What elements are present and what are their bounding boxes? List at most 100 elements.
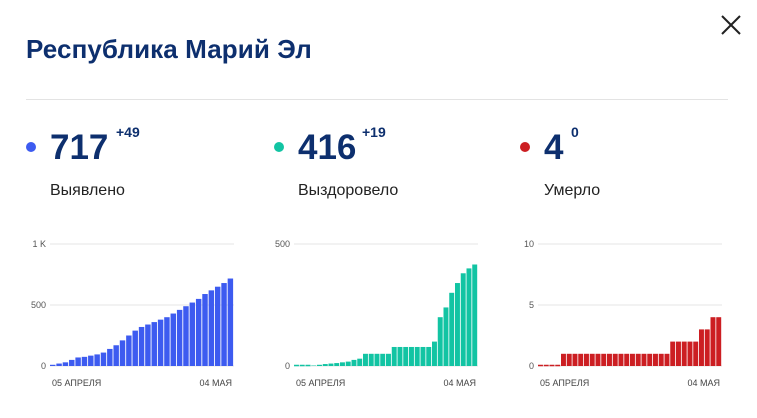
y-tick-label: 0 [41, 361, 46, 371]
bar [589, 353, 595, 366]
y-tick-label: 0 [285, 361, 290, 371]
bar [432, 341, 437, 366]
bar [710, 317, 716, 366]
bar [466, 268, 472, 366]
bar [119, 340, 126, 366]
bar [50, 364, 56, 366]
bar [126, 335, 132, 366]
bar [132, 330, 138, 366]
bar [584, 353, 589, 366]
stat-recovered: 416 +19 Выздоровело [274, 120, 504, 210]
bar [449, 292, 455, 366]
bar [635, 353, 641, 366]
bar [151, 322, 157, 366]
bar [195, 298, 202, 366]
bar [56, 363, 62, 366]
stat-delta: 0 [571, 124, 579, 140]
bar [414, 346, 420, 366]
bar [693, 341, 699, 366]
stat-label: Выявлено [50, 182, 125, 199]
bar [437, 317, 443, 366]
bar [397, 346, 403, 366]
bar [618, 353, 624, 366]
bar [641, 353, 647, 366]
x-tick-label: 05 АПРЕЛЯ [296, 378, 345, 388]
bar [630, 353, 635, 366]
bar [221, 283, 227, 366]
bar [624, 353, 630, 366]
bar [572, 353, 578, 366]
bar [170, 313, 177, 366]
stat-detected: 717 +49 Выявлено [26, 120, 256, 210]
bar [176, 309, 183, 366]
stat-delta: +19 [362, 124, 386, 140]
bar [455, 283, 460, 366]
page-title: Республика Марий Эл [26, 34, 312, 64]
stat-deceased: 4 0 Умерло [520, 120, 750, 210]
y-tick-label: 10 [524, 239, 534, 249]
bar [113, 345, 119, 366]
bar [145, 324, 151, 366]
stat-dot [520, 142, 530, 152]
bar [380, 353, 386, 366]
bar [100, 352, 107, 366]
chart-deceased: 0 5 10 05 АПРЕЛЯ 04 МАЯ [524, 239, 722, 388]
bar [612, 353, 618, 366]
bar [566, 353, 572, 366]
bar [426, 346, 432, 366]
bar [403, 346, 409, 366]
bar [607, 353, 612, 366]
y-tick-label: 1 K [32, 239, 46, 249]
close-icon [721, 15, 741, 35]
stat-dot [274, 142, 284, 152]
bar [94, 354, 100, 366]
stat-value: 4 [544, 128, 564, 167]
bar [340, 362, 345, 366]
x-tick-label: 05 АПРЕЛЯ [52, 378, 101, 388]
bar [75, 357, 81, 366]
bar [595, 353, 601, 366]
bar [322, 364, 328, 366]
bar [334, 363, 340, 366]
bar [69, 359, 75, 366]
bar [183, 306, 189, 366]
bar [409, 346, 414, 366]
bar [374, 353, 380, 366]
chart-detected: 0 500 1 K 05 АПРЕЛЯ 04 МАЯ [31, 239, 234, 388]
x-tick-label: 04 МАЯ [687, 378, 720, 388]
bar [386, 353, 391, 366]
bar [81, 356, 88, 366]
close-button[interactable] [714, 8, 748, 42]
bar [227, 278, 234, 366]
stat-value: 717 [50, 128, 109, 167]
bar [202, 294, 208, 366]
bar [208, 290, 215, 366]
stat-delta: +49 [116, 124, 140, 140]
bar [687, 341, 693, 366]
bar [664, 353, 670, 366]
bar [443, 307, 449, 366]
bar [658, 353, 664, 366]
bar [189, 302, 196, 366]
bar [391, 346, 397, 366]
bar [328, 363, 334, 366]
bar [681, 341, 687, 366]
bar [699, 329, 704, 366]
bar [164, 317, 170, 366]
bar [460, 273, 466, 366]
bar [647, 353, 653, 366]
bar [157, 319, 164, 366]
bar [62, 362, 69, 366]
x-tick-label: 05 АПРЕЛЯ [540, 378, 589, 388]
header-divider [26, 99, 728, 100]
bar [138, 326, 145, 366]
chart-recovered: 0 500 05 АПРЕЛЯ 04 МАЯ [275, 239, 478, 388]
bar [704, 329, 710, 366]
stat-label: Умерло [544, 182, 601, 199]
x-tick-label: 04 МАЯ [199, 378, 232, 388]
bar [601, 353, 607, 366]
bar [345, 361, 351, 366]
bar [351, 359, 357, 366]
bar [88, 355, 94, 366]
